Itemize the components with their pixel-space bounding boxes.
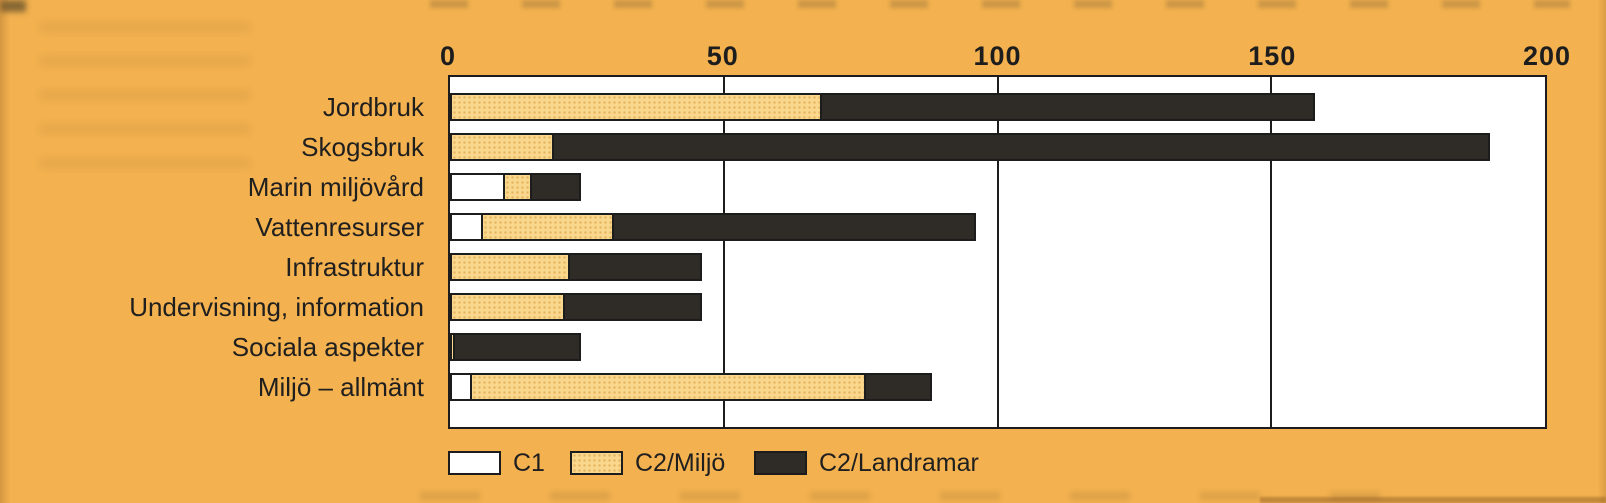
plot-area xyxy=(448,75,1547,429)
bar-row xyxy=(450,173,1545,201)
x-tick-label-100: 100 xyxy=(973,41,1022,71)
bar-segment-c2l xyxy=(614,213,976,241)
bar-segment-c2l xyxy=(532,173,582,201)
bar-segment-c2l xyxy=(822,93,1316,121)
bar-segment-c2l xyxy=(554,133,1491,161)
bar-row xyxy=(450,373,1545,401)
gridline-50 xyxy=(722,77,725,427)
legend-label: C2/Landramar xyxy=(819,449,979,477)
scan-artifact-right-edge xyxy=(1598,0,1606,503)
bar-row xyxy=(450,93,1545,121)
bar-segment-c2m xyxy=(450,293,565,321)
gridline-150 xyxy=(1270,77,1273,427)
bar-segment-c1 xyxy=(450,173,505,201)
category-label: Infrastruktur xyxy=(285,252,424,282)
x-tick-label-200: 200 xyxy=(1522,41,1572,71)
category-label: Marin miljövård xyxy=(247,172,424,202)
bar-segment-c1 xyxy=(450,373,472,401)
bar-row xyxy=(450,213,1545,241)
category-label: Miljö – allmänt xyxy=(257,372,424,402)
legend-label: C2/Miljö xyxy=(635,449,726,477)
category-label: Vattenresurser xyxy=(255,212,424,242)
bar-row xyxy=(450,333,1545,361)
legend-swatch-c2m xyxy=(570,451,623,475)
bar-segment-c2m xyxy=(504,173,533,201)
bar-segment-c2m xyxy=(482,213,615,241)
bar-row xyxy=(450,253,1545,281)
category-label: Undervisning, information xyxy=(129,292,424,322)
scan-artifact-bottom-right xyxy=(1260,497,1606,503)
bar-segment-c2l xyxy=(570,253,702,281)
bar-row xyxy=(450,133,1545,161)
bar-segment-c1 xyxy=(450,213,483,241)
category-label: Sociala aspekter xyxy=(231,332,424,362)
bar-segment-c2m xyxy=(450,333,456,361)
bar-segment-c2m xyxy=(450,253,571,281)
category-label: Jordbruk xyxy=(322,92,424,122)
bar-row xyxy=(450,293,1545,321)
x-tick-label-0: 0 xyxy=(439,41,457,71)
scan-artifact-top-left xyxy=(0,0,26,12)
bar-segment-c2l xyxy=(564,293,702,321)
scan-artifact-top xyxy=(430,0,1570,8)
x-tick-label-150: 150 xyxy=(1248,41,1297,71)
x-tick-label-50: 50 xyxy=(706,41,739,71)
legend-swatch-c1 xyxy=(448,451,501,475)
bar-segment-c2m xyxy=(450,93,823,121)
bar-segment-c2m xyxy=(450,133,555,161)
legend-label: C1 xyxy=(513,449,545,477)
category-label: Skogsbruk xyxy=(301,132,424,162)
bar-segment-c2l xyxy=(866,373,932,401)
legend-swatch-c2l xyxy=(754,451,807,475)
gridline-100 xyxy=(996,77,999,427)
bar-segment-c2m xyxy=(471,373,867,401)
scan-artifact-bottom xyxy=(420,492,1380,500)
bar-segment-c2l xyxy=(455,333,582,361)
